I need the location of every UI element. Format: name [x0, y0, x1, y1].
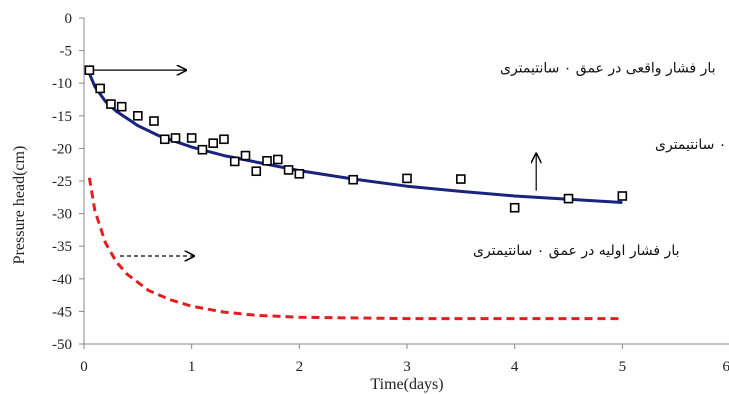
x-tick-label: 3 [403, 359, 411, 375]
y-tick-label: -10 [52, 76, 72, 92]
y-tick-label: -50 [52, 337, 72, 353]
x-tick-label: 5 [619, 359, 627, 375]
measured-point [240, 150, 251, 161]
measured-point [159, 134, 170, 145]
y-tick-label: -30 [52, 207, 72, 223]
measured-point [251, 166, 262, 177]
y-tick-label: -20 [52, 141, 72, 157]
axes: 0 -5 -10 -15 -20 -25 -30 -35 -40 -45 -50 0 1 2 3 4 5 6 [52, 11, 729, 375]
measured-point [197, 144, 208, 155]
measured-point [283, 165, 294, 175]
measured-point [186, 133, 197, 143]
measured-point [348, 174, 358, 185]
measured-point [617, 191, 628, 201]
y-tick-label: -25 [52, 174, 72, 190]
y-tick-label: -40 [52, 272, 72, 288]
x-tick-label: 2 [296, 359, 304, 375]
y-tick-label: 0 [65, 11, 73, 27]
measured-point [402, 173, 412, 184]
x-tick-label: 0 [80, 359, 88, 375]
measured-point [84, 65, 95, 75]
measured-point [456, 174, 466, 184]
measured-point [272, 154, 283, 165]
y-tick-label: -35 [52, 239, 72, 255]
annotation-label: بار فشار اولیه در عمق ۰ سانتیمتری [473, 243, 679, 259]
annotation-label: بار فشار بهینه شده در عمق ۰ سانتیمتری [655, 137, 729, 153]
measured-point [262, 155, 272, 166]
plot-area [84, 65, 628, 321]
measured-point [170, 133, 181, 143]
measured-point [116, 101, 127, 112]
measured-point [149, 116, 159, 126]
annotation-label: بار فشار واقعی در عمق ۰ سانتیمتری [500, 61, 716, 77]
measured-point [208, 138, 218, 148]
measured-point [509, 202, 520, 213]
x-tick-label: 1 [188, 359, 196, 375]
measured-point [294, 169, 305, 179]
y-axis-title: Pressure head(cm) [11, 146, 28, 265]
measured-point [229, 156, 240, 167]
measured-point [563, 193, 574, 204]
measured-point [133, 111, 143, 121]
x-tick-label: 4 [511, 359, 519, 375]
annotations: بار فشار واقعی در عمق ۰ سانتیمتری بار فشا… [93, 61, 729, 260]
measured-point [106, 99, 116, 109]
x-tick-label: 6 [723, 359, 729, 375]
y-tick-label: -45 [52, 304, 72, 320]
x-axis-title: Time(days) [370, 376, 443, 393]
measured-point [219, 134, 229, 145]
measured-point [95, 83, 105, 94]
y-tick-label: -5 [60, 44, 73, 60]
y-tick-label: -15 [52, 109, 72, 125]
